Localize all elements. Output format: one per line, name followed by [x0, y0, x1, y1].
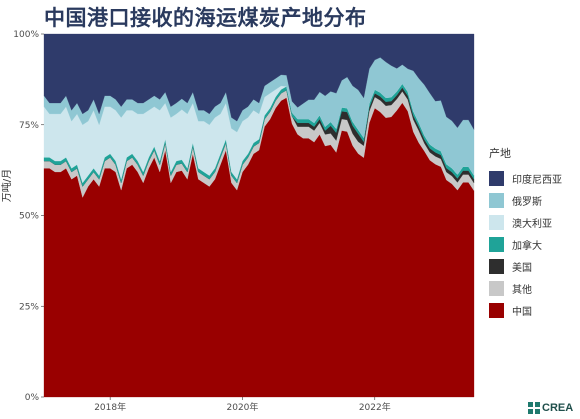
- legend-label: 美国: [512, 262, 532, 274]
- chart-title: 中国港口接收的海运煤炭产地分布: [44, 6, 367, 30]
- legend-item: 澳大利亚: [489, 211, 562, 233]
- plot-areas: [43, 33, 475, 398]
- legend-label: 澳大利亚: [512, 218, 552, 230]
- legend-swatch: [489, 280, 504, 296]
- legend-item: 其他: [489, 277, 562, 299]
- x-tick-label: 2018年: [94, 401, 126, 413]
- y-tick-label: 100%: [13, 30, 39, 40]
- y-tick-label: 0%: [25, 393, 40, 403]
- y-tick-label: 75%: [19, 121, 39, 131]
- x-tick-label: 2020年: [227, 401, 259, 413]
- legend-item: 俄罗斯: [489, 189, 562, 211]
- legend-item: 中国: [489, 299, 562, 321]
- legend-label: 印度尼西亚: [512, 174, 562, 186]
- legend: 产地 印度尼西亚俄罗斯澳大利亚加拿大美国其他中国: [489, 145, 562, 321]
- y-axis: 0% 25% 50% 75% 100%: [13, 30, 44, 403]
- crea-logo-icon: [528, 402, 540, 414]
- legend-swatch: [489, 214, 504, 230]
- legend-swatch: [489, 302, 504, 318]
- brand-name: CREA: [542, 402, 574, 414]
- legend-item: 加拿大: [489, 233, 562, 255]
- legend-label: 加拿大: [512, 240, 542, 252]
- crea-branding: CREA: [528, 402, 573, 414]
- x-tick-label: 2022年: [359, 401, 391, 413]
- legend-item: 印度尼西亚: [489, 167, 562, 189]
- legend-label: 中国: [512, 306, 532, 318]
- legend-label: 其他: [512, 284, 532, 296]
- legend-items: 印度尼西亚俄罗斯澳大利亚加拿大美国其他中国: [489, 167, 562, 321]
- legend-item: 美国: [489, 255, 562, 277]
- legend-swatch: [489, 258, 504, 274]
- legend-swatch: [489, 192, 504, 208]
- legend-title: 产地: [489, 147, 511, 160]
- y-tick-label: 50%: [19, 212, 39, 222]
- y-axis-title: 万吨/月: [0, 169, 13, 202]
- legend-swatch: [489, 236, 504, 252]
- legend-label: 俄罗斯: [512, 196, 542, 208]
- y-tick-label: 25%: [19, 302, 39, 312]
- x-axis: 2018年 2020年 2022年: [94, 397, 391, 413]
- area-series-6: [43, 33, 475, 131]
- legend-swatch: [489, 170, 504, 186]
